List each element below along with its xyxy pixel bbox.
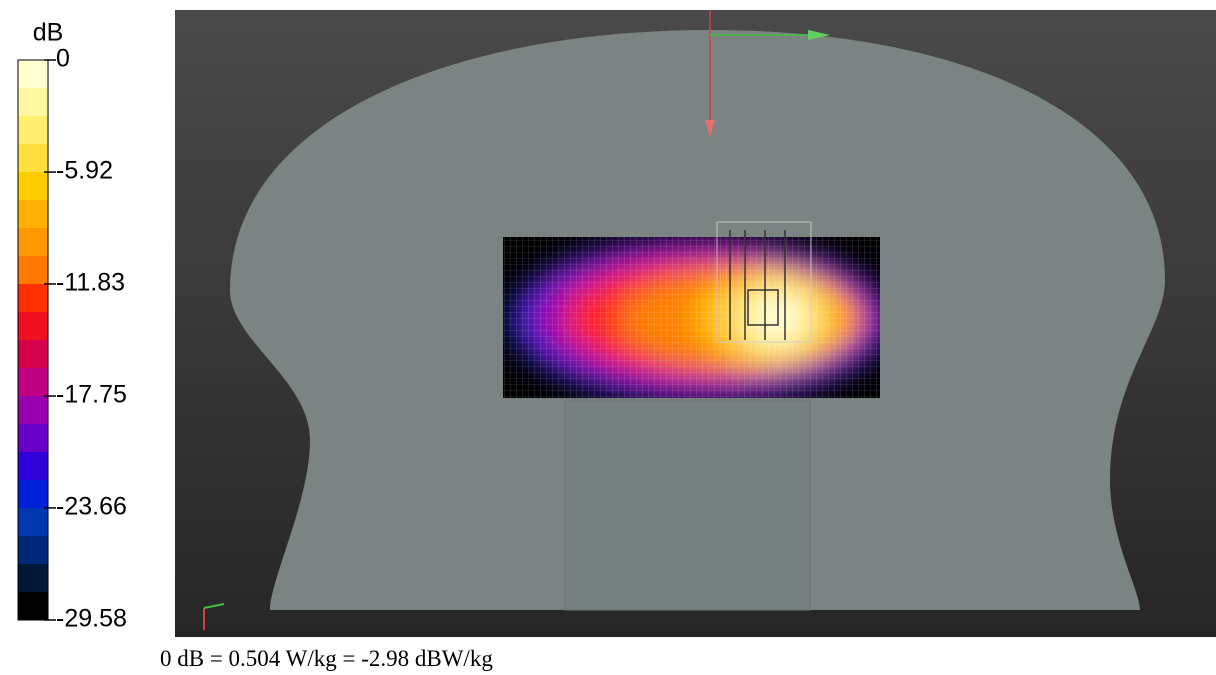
color-band [18,116,48,145]
color-band [18,424,48,453]
color-band [18,256,48,285]
color-band [18,312,48,341]
colorbar: 0 -5.92 -11.83 -17.75 -23.66 -29.58 [17,45,127,633]
tick-label: -23.66 [56,493,127,521]
color-band [18,368,48,397]
color-band [18,536,48,565]
color-band [18,564,48,593]
render-view [175,10,1216,637]
color-band [18,60,48,89]
color-band [18,228,48,257]
colorbar-frame [17,59,49,621]
color-band [18,88,48,117]
tick-label: -17.75 [56,381,127,409]
color-band [18,452,48,481]
colorbar-unit: dB [33,19,64,47]
tick-label: -5.92 [56,157,113,185]
color-band [18,144,48,173]
color-band [18,172,48,201]
color-band [18,340,48,369]
caption: 0 dB = 0.504 W/kg = -2.98 dBW/kg [160,646,493,671]
tick-label: 0 [56,45,70,73]
color-band [18,396,48,425]
color-band [18,200,48,229]
color-band [18,480,48,509]
color-band [18,284,48,313]
color-band [18,592,48,621]
tick-label: -29.58 [56,605,127,633]
tick-label: -11.83 [56,269,125,297]
color-band [18,508,48,537]
